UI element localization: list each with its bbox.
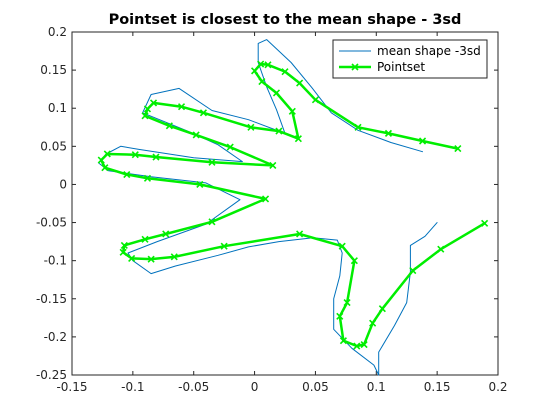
y-tick-label: -0.1 [44, 254, 67, 268]
legend-label: Pointset [377, 60, 425, 74]
y-tick-label: 0.05 [40, 139, 67, 153]
y-tick-label: 0.1 [48, 101, 67, 115]
x-tick-label: 0.1 [367, 380, 386, 394]
axes-box [72, 32, 498, 375]
x-tick-label: -0.05 [178, 380, 209, 394]
y-tick-label: 0.2 [48, 25, 67, 39]
y-tick-label: -0.15 [36, 292, 67, 306]
x-tick-label: 0.15 [424, 380, 451, 394]
y-tick-label: 0.15 [40, 63, 67, 77]
chart-title: Pointset is closest to the mean shape - … [109, 12, 462, 28]
legend-label: mean shape -3sd [377, 44, 481, 58]
y-tick-label: -0.25 [36, 368, 67, 382]
legend: mean shape -3sd Pointset [333, 40, 487, 78]
x-tick-label: -0.15 [56, 380, 87, 394]
x-tick-label: 0 [251, 380, 259, 394]
x-tick-label: -0.1 [121, 380, 144, 394]
y-tick-label: 0 [59, 177, 67, 191]
y-tick-label: -0.05 [36, 216, 67, 230]
y-tick-label: -0.2 [44, 330, 67, 344]
x-tick-label: 0.2 [488, 380, 507, 394]
x-tick-label: 0.05 [302, 380, 329, 394]
